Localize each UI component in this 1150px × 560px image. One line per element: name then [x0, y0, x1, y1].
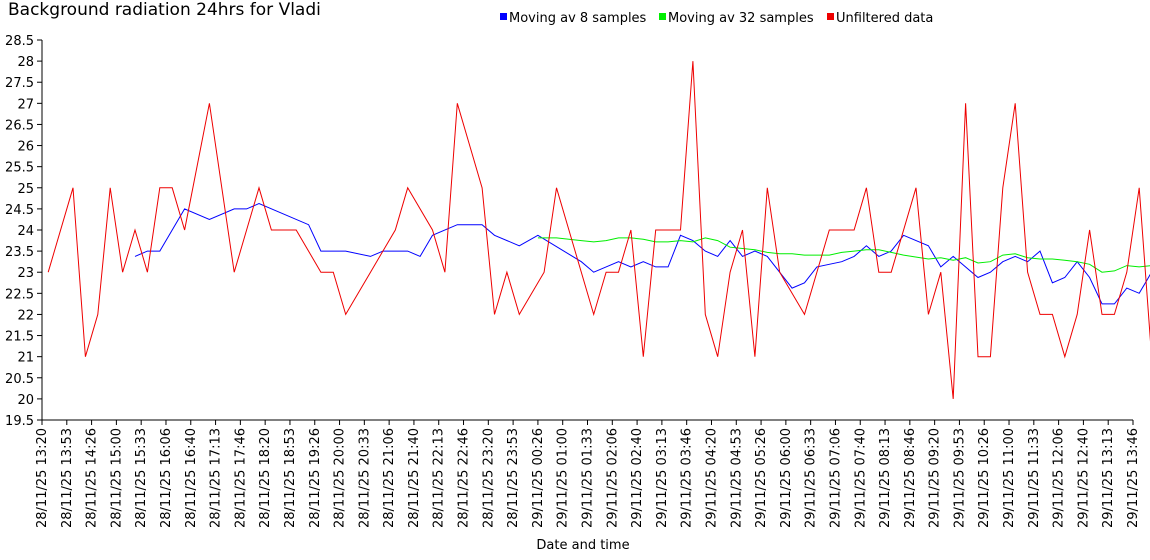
x-tick-label: 29/11/25 05:26 — [754, 428, 769, 528]
y-tick-label: 19.5 — [5, 414, 34, 429]
x-tick-label: 28/11/25 18:20 — [258, 428, 273, 528]
x-tick-label: 28/11/25 22:46 — [457, 428, 472, 528]
x-tick-label: 28/11/25 16:40 — [184, 428, 199, 528]
x-tick-label: 28/11/25 20:33 — [357, 428, 372, 528]
y-tick-label: 26 — [17, 140, 34, 155]
y-tick-label: 21.5 — [5, 330, 34, 345]
x-tick-label: 28/11/25 14:26 — [85, 428, 100, 528]
x-tick-label: 28/11/25 16:06 — [159, 428, 174, 528]
y-tick-label: 26.5 — [5, 118, 34, 133]
y-axis: 19.5 20 20.5 21 21.5 22 22.5 23 23.5 24 24.5 25 25.5… — [5, 34, 43, 429]
x-tick-label: 29/11/25 13:13 — [1101, 428, 1116, 528]
series-layer — [47, 61, 1150, 399]
y-tick-label: 20 — [17, 393, 34, 408]
x-tick-label: 28/11/25 18:53 — [283, 428, 298, 528]
x-tick-label: 29/11/25 06:33 — [804, 428, 819, 528]
x-tick-label: 28/11/25 13:53 — [60, 428, 75, 528]
y-tick-label: 28.5 — [5, 34, 34, 49]
x-tick-label: 29/11/25 09:20 — [928, 428, 943, 528]
x-tick-label: 28/11/25 15:00 — [109, 428, 124, 528]
x-tick-label: 28/11/25 13:20 — [35, 428, 50, 528]
x-tick-label: 29/11/25 12:40 — [1076, 428, 1091, 528]
y-tick-label: 21 — [17, 351, 34, 366]
x-tick-label: 28/11/25 21:06 — [382, 428, 397, 528]
x-tick-label: 28/11/25 17:13 — [209, 428, 224, 528]
x-tick-label: 29/11/25 02:06 — [605, 428, 620, 528]
x-tick-label: 29/11/25 10:26 — [977, 428, 992, 528]
x-axis-label: Date and time — [536, 538, 629, 553]
legend-swatch — [659, 13, 666, 20]
series-line-unfiltered-data — [47, 61, 1150, 399]
x-axis: 28/11/25 13:20 28/11/25 13:53 28/11/25 14:… — [35, 419, 1141, 528]
x-tick-label: 29/11/25 08:46 — [903, 428, 918, 528]
x-tick-label: 28/11/25 15:33 — [134, 428, 149, 528]
y-tick-label: 23.5 — [5, 245, 34, 260]
x-tick-label: 29/11/25 03:46 — [680, 428, 695, 528]
chart-title: Background radiation 24hrs for Vladi — [8, 0, 321, 20]
y-tick-label: 24 — [17, 224, 34, 239]
x-tick-label: 29/11/25 06:00 — [779, 428, 794, 528]
y-tick-label: 28 — [17, 55, 34, 70]
x-tick-label: 28/11/25 20:00 — [333, 428, 348, 528]
legend-label: Moving av 8 samples — [509, 11, 647, 26]
x-tick-label: 28/11/25 23:20 — [481, 428, 496, 528]
x-tick-label: 29/11/25 07:40 — [853, 428, 868, 528]
x-tick-label: 29/11/25 11:33 — [1027, 428, 1042, 528]
legend: Moving av 8 samples Moving av 32 samples U… — [500, 11, 933, 26]
x-tick-label: 29/11/25 03:13 — [655, 428, 670, 528]
legend-swatch — [500, 13, 507, 20]
y-tick-label: 27.5 — [5, 76, 34, 91]
x-tick-label: 29/11/25 09:53 — [952, 428, 967, 528]
y-tick-label: 22 — [17, 308, 34, 323]
x-tick-label: 29/11/25 07:06 — [828, 428, 843, 528]
x-tick-label: 29/11/25 12:06 — [1052, 428, 1067, 528]
x-tick-label: 28/11/25 23:53 — [506, 428, 521, 528]
y-tick-label: 25.5 — [5, 161, 34, 176]
series-line-moving-av-32-samples — [537, 237, 1150, 273]
y-tick-label: 24.5 — [5, 203, 34, 218]
y-tick-label: 23 — [17, 266, 34, 281]
x-tick-label: 29/11/25 02:40 — [630, 428, 645, 528]
x-tick-label: 29/11/25 08:13 — [878, 428, 893, 528]
x-tick-label: 29/11/25 11:00 — [1002, 428, 1017, 528]
x-tick-label: 29/11/25 13:46 — [1126, 428, 1141, 528]
legend-label: Moving av 32 samples — [668, 11, 814, 26]
x-tick-label: 28/11/25 21:40 — [407, 428, 422, 528]
x-tick-label: 28/11/25 17:46 — [233, 428, 248, 528]
y-tick-label: 27 — [17, 97, 34, 112]
series-line-moving-av-8-samples — [134, 203, 1150, 305]
y-tick-label: 25 — [17, 182, 34, 197]
x-tick-label: 29/11/25 04:53 — [729, 428, 744, 528]
legend-swatch — [827, 13, 834, 20]
x-tick-label: 29/11/25 04:20 — [704, 428, 719, 528]
y-tick-label: 20.5 — [5, 372, 34, 387]
y-tick-label: 22.5 — [5, 287, 34, 302]
x-tick-label: 29/11/25 01:33 — [581, 428, 596, 528]
x-tick-label: 28/11/25 19:26 — [308, 428, 323, 528]
x-tick-label: 29/11/25 00:26 — [531, 428, 546, 528]
x-tick-label: 29/11/25 01:00 — [556, 428, 571, 528]
x-tick-label: 28/11/25 22:13 — [432, 428, 447, 528]
legend-label: Unfiltered data — [836, 11, 933, 26]
